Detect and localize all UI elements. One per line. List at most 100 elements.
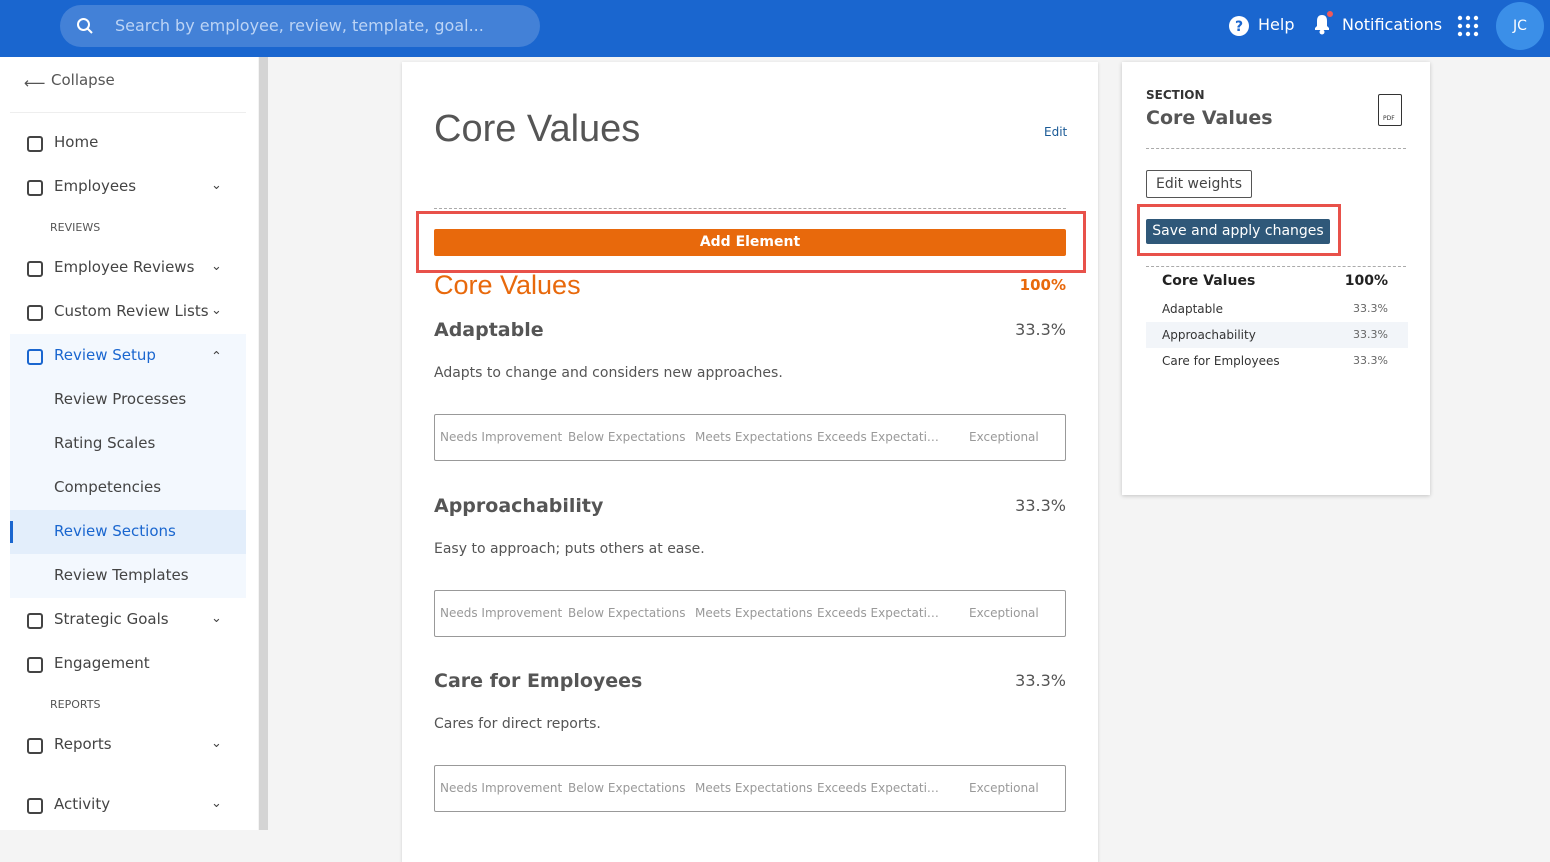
scale-label: Meets Expectations: [695, 605, 813, 620]
nav-header: REPORTS: [50, 698, 101, 711]
divider: [1146, 266, 1406, 267]
row-name: Approachability: [1162, 328, 1256, 342]
add-element-button[interactable]: Add Element: [434, 229, 1066, 256]
nav-item[interactable]: Review Processes: [54, 390, 187, 408]
rating-scale: [434, 414, 1066, 461]
edit-weights-button[interactable]: Edit weights: [1146, 170, 1252, 198]
pdf-icon[interactable]: PDF: [1378, 94, 1402, 126]
total-name: Core Values: [1162, 273, 1256, 289]
rating-scale: [434, 765, 1066, 812]
row-name: Adaptable: [1162, 302, 1223, 316]
section-heading: Core Values: [434, 270, 581, 300]
collapse-link[interactable]: Collapse: [51, 71, 115, 89]
nav-icon: [27, 136, 43, 152]
nav-header: REVIEWS: [50, 221, 101, 234]
search-box[interactable]: Search by employee, review, template, go…: [60, 5, 540, 47]
active-bar: [10, 521, 13, 543]
search-icon: [77, 18, 93, 34]
scale-label: Meets Expectations: [695, 430, 813, 444]
svg-text:?: ?: [1235, 19, 1243, 35]
row-weight: 33.3%: [1353, 302, 1388, 315]
chevron: ⌄: [211, 178, 222, 193]
summary-label: SECTION: [1146, 88, 1205, 102]
nav-item[interactable]: Review Setup: [54, 346, 156, 364]
edit-link[interactable]: Edit: [1044, 125, 1068, 139]
element-weight: 33.3%: [1015, 320, 1066, 339]
nav-item[interactable]: Employees: [54, 177, 137, 195]
element-name: Adaptable: [434, 319, 544, 341]
scrollbar: [259, 57, 268, 830]
scale-label: Exceptional: [969, 430, 1039, 444]
bell-icon[interactable]: [1311, 10, 1335, 36]
top-bar: Search by employee, review, template, go…: [0, 0, 1550, 57]
chevron: ⌄: [211, 796, 222, 811]
section-card: Core Values Edit Add Element Core Values 100…: [402, 62, 1098, 862]
help-icon[interactable]: ?: [1228, 15, 1250, 37]
help-link[interactable]: Help: [1258, 15, 1295, 34]
element-description: Adapts to change and considers new appro…: [434, 365, 783, 381]
row-weight: 33.3%: [1353, 328, 1388, 341]
chevron: ⌄: [211, 736, 222, 751]
chevron: ⌄: [211, 347, 222, 362]
nav-item[interactable]: Home: [54, 133, 99, 151]
nav-item[interactable]: Strategic Goals: [54, 610, 169, 628]
scale-label: Meets Expectations: [695, 781, 813, 795]
nav-icon: [27, 798, 43, 814]
highlight-box: [416, 211, 1086, 273]
nav-icon: [27, 180, 43, 196]
section-title: Core Values: [434, 108, 641, 150]
summary-title: Core Values: [1146, 107, 1273, 129]
submenu-bg: [10, 334, 246, 598]
nav-item[interactable]: Reports: [54, 735, 112, 753]
element-weight: 33.3%: [1015, 671, 1066, 690]
scale-label: Needs Improvement: [440, 605, 563, 620]
nav-icon: [27, 305, 43, 321]
nav-item[interactable]: Employee Reviews: [54, 258, 195, 276]
apps-icon[interactable]: [1457, 15, 1479, 37]
row-name: Care for Employees: [1162, 354, 1280, 368]
scale-label: Exceeds Expectati…: [817, 605, 939, 620]
element-description: Cares for direct reports.: [434, 716, 601, 732]
element-weight: 33.3%: [1015, 495, 1066, 515]
element-description: Easy to approach; puts others at ease.: [434, 540, 705, 557]
chevron: ⌄: [211, 303, 222, 318]
notifications-link[interactable]: Notifications: [1342, 15, 1443, 34]
nav-item[interactable]: Activity: [54, 795, 111, 813]
save-button[interactable]: Save and apply changes: [1146, 219, 1330, 244]
row-bg: [1146, 322, 1408, 348]
scale-label: Exceeds Expectati…: [817, 430, 939, 444]
scale-label: Below Expectations: [568, 430, 686, 444]
scale-label: Exceptional: [969, 605, 1039, 620]
highlight-box: [1137, 204, 1341, 256]
search-placeholder: Search by employee, review, template, go…: [115, 16, 484, 35]
nav-item[interactable]: Custom Review Lists: [54, 302, 209, 320]
summary-card: SECTION Core Values PDF Edit weights Save an…: [1122, 62, 1430, 495]
scale-label: Needs Improvement: [440, 430, 563, 444]
active-item-bg: [10, 510, 246, 554]
scale-label: Needs Improvement: [440, 781, 563, 795]
divider: [434, 208, 1066, 209]
rating-scale: [434, 589, 1066, 637]
nav-icon: [27, 261, 43, 277]
nav-icon: [27, 738, 43, 754]
nav-item[interactable]: Rating Scales: [54, 434, 156, 452]
element-name: Approachability: [434, 494, 604, 517]
nav-icon: [27, 349, 43, 365]
nav-item[interactable]: Review Templates: [54, 566, 189, 584]
scale-label: Below Expectations: [568, 605, 686, 620]
sidebar: ⟵ Collapse Home Employees ⌄ REVIEWS Employee R…: [0, 57, 258, 830]
element-name: Care for Employees: [434, 670, 643, 692]
scale-label: Exceptional: [969, 781, 1039, 795]
nav-item[interactable]: Engagement: [54, 654, 150, 672]
section-weight: 100%: [1019, 276, 1066, 294]
scale-label: Below Expectations: [568, 781, 686, 795]
divider: [10, 112, 246, 113]
pdf-icon-label: PDF: [1383, 115, 1395, 122]
nav-icon: [27, 657, 43, 673]
nav-icon: [27, 613, 43, 629]
row-weight: 33.3%: [1353, 354, 1388, 367]
nav-item[interactable]: Review Sections: [54, 522, 176, 540]
avatar[interactable]: JC: [1496, 2, 1544, 50]
nav-item[interactable]: Competencies: [54, 478, 162, 496]
